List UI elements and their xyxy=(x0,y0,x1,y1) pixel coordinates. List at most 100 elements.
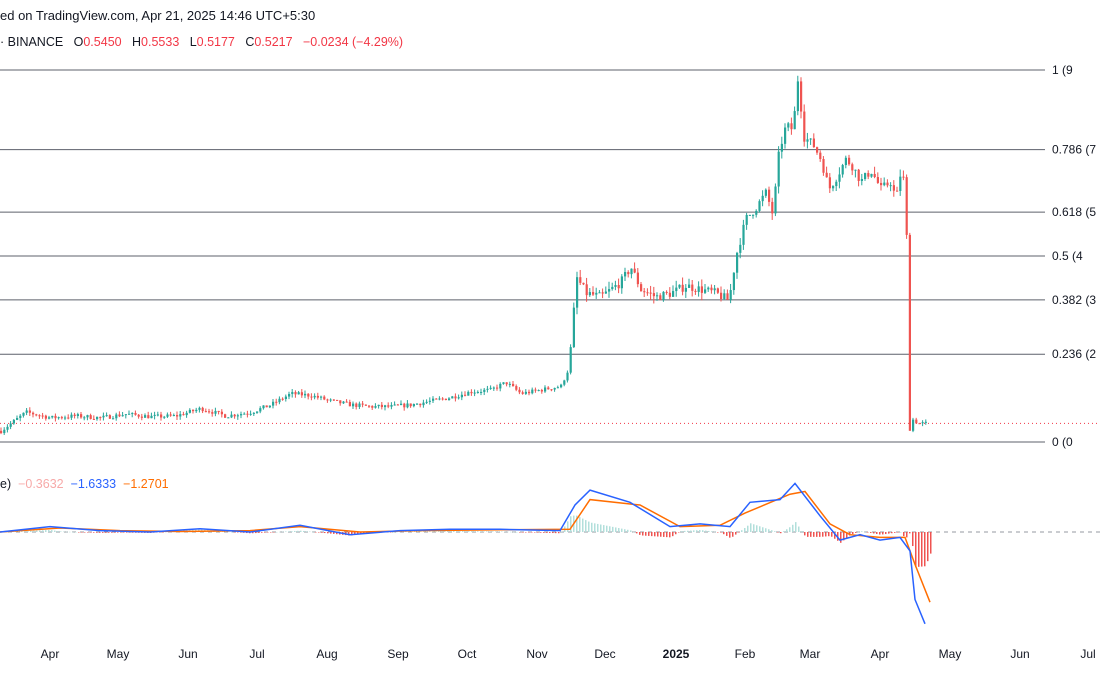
candle-body xyxy=(508,383,511,385)
macd-histogram-bar xyxy=(30,530,32,532)
macd-histogram-bar xyxy=(264,532,266,533)
candle-body xyxy=(908,234,911,431)
candle-body xyxy=(704,289,707,293)
macd-histogram-bar xyxy=(741,530,743,532)
macd-signal-value: −1.2701 xyxy=(123,477,169,491)
macd-histogram-bar xyxy=(906,532,908,538)
macd-histogram-bar xyxy=(909,532,911,534)
macd-histogram-bar xyxy=(549,532,551,533)
x-tick-label: Oct xyxy=(458,647,477,661)
candle-body xyxy=(793,111,796,130)
macd-histogram-bar xyxy=(774,531,776,532)
candle-body xyxy=(156,414,159,416)
candle-body xyxy=(880,182,883,186)
candle-body xyxy=(179,414,182,417)
candle-body xyxy=(374,406,377,408)
candle-body xyxy=(192,409,195,412)
macd-histogram-bar xyxy=(87,532,89,533)
macd-histogram-bar xyxy=(447,531,449,532)
macd-histogram-bar xyxy=(39,530,41,532)
candle-body xyxy=(368,405,371,407)
macd-histogram-bar xyxy=(606,525,608,532)
candle-body xyxy=(755,210,758,215)
candle-body xyxy=(96,416,99,420)
candle-body xyxy=(169,414,172,416)
macd-histogram-bar xyxy=(273,532,275,533)
candle-body xyxy=(892,185,895,191)
macd-histogram-bar xyxy=(792,524,794,532)
candle-body xyxy=(832,186,835,189)
macd-histogram-bar xyxy=(228,531,230,533)
macd-histogram-bar xyxy=(783,531,785,532)
candle-body xyxy=(275,401,278,403)
macd-histogram-bar xyxy=(807,532,809,537)
candle-body xyxy=(883,182,886,186)
candle-body xyxy=(563,380,566,385)
candle-body xyxy=(844,157,847,166)
fib-label: 0.5 (4 xyxy=(1052,249,1083,263)
macd-histogram-bar xyxy=(867,532,869,533)
macd-histogram-bar xyxy=(420,531,422,532)
symbol-prefix: · BINANCE xyxy=(0,35,64,49)
macd-histogram-bar xyxy=(717,532,719,533)
candle-body xyxy=(233,414,236,417)
candle-body xyxy=(627,272,630,275)
candle-body xyxy=(166,414,169,417)
macd-histogram-bar xyxy=(528,532,530,533)
macd-histogram-bar xyxy=(546,532,548,533)
macd-histogram-bar xyxy=(534,532,536,533)
x-tick-label: Dec xyxy=(594,647,615,661)
macd-histogram-bar xyxy=(699,530,701,532)
candle-body xyxy=(329,399,332,401)
ohlc-open: O0.5450 xyxy=(73,35,122,49)
x-tick-label: Feb xyxy=(735,647,756,661)
macd-histogram-bar xyxy=(765,528,767,532)
macd-histogram-bar xyxy=(615,527,617,532)
candle-body xyxy=(336,399,339,401)
candle-body xyxy=(672,291,675,297)
macd-histogram-bar xyxy=(711,531,713,532)
macd-histogram-value: −0.3632 xyxy=(18,477,64,491)
macd-histogram-bar xyxy=(723,532,725,535)
macd-histogram-bar xyxy=(66,531,68,533)
candle-body xyxy=(899,176,902,191)
x-tick-label: Aug xyxy=(316,647,337,661)
candle-body xyxy=(822,159,825,173)
candle-body xyxy=(777,151,780,187)
candle-body xyxy=(32,412,35,415)
macd-histogram-bar xyxy=(468,531,470,532)
macd-histogram-bar xyxy=(834,532,836,539)
macd-histogram-bar xyxy=(72,531,74,533)
candle-body xyxy=(419,403,422,406)
candle-body xyxy=(774,186,777,214)
candle-body xyxy=(902,176,905,178)
macd-histogram-bar xyxy=(738,532,740,533)
candle-body xyxy=(579,277,582,283)
macd-histogram-bar xyxy=(627,529,629,532)
candle-body xyxy=(243,413,246,415)
macd-histogram-bar xyxy=(399,531,401,533)
candle-body xyxy=(694,290,697,292)
x-tick-label: Mar xyxy=(800,647,821,661)
macd-histogram-bar xyxy=(135,532,137,533)
candle-body xyxy=(492,387,495,389)
candle-body xyxy=(560,384,563,388)
fib-label: 0.382 (3 xyxy=(1052,293,1096,307)
macd-histogram-bar xyxy=(876,532,878,534)
x-tick-label: Jun xyxy=(1010,647,1029,661)
macd-histogram-bar xyxy=(891,532,893,534)
candle-body xyxy=(537,390,540,392)
candle-body xyxy=(64,417,67,419)
candle-body xyxy=(806,139,809,142)
macd-histogram-bar xyxy=(309,531,311,533)
macd-histogram-bar xyxy=(873,532,875,534)
candle-body xyxy=(409,403,412,407)
macd-histogram-bar xyxy=(450,530,452,532)
macd-histogram-bar xyxy=(390,532,392,533)
candle-body xyxy=(512,383,515,387)
candle-body xyxy=(809,138,812,140)
candle-body xyxy=(464,394,467,396)
macd-histogram-bar xyxy=(531,532,533,533)
candle-body xyxy=(118,414,121,417)
